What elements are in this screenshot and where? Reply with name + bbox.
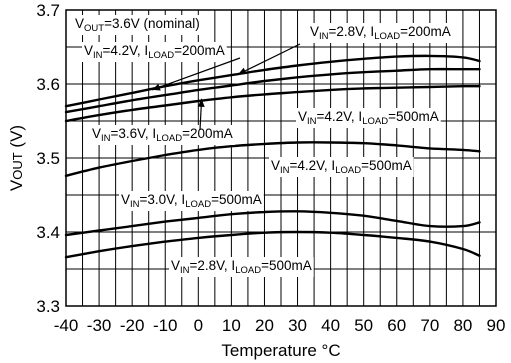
y-tick-label: 3.4 xyxy=(36,223,60,242)
note-background xyxy=(73,15,202,35)
y-tick-label: 3.6 xyxy=(36,75,60,94)
arrowhead xyxy=(197,98,205,107)
series-label-background xyxy=(296,108,441,128)
x-tick-label: 80 xyxy=(453,316,472,335)
series-line-6 xyxy=(64,230,481,259)
series-line-5 xyxy=(64,210,481,237)
x-tick-label: 90 xyxy=(487,316,506,335)
y-tick-label: 3.3 xyxy=(36,297,60,316)
series-label-background xyxy=(119,191,264,211)
x-tick-label: 10 xyxy=(222,316,241,335)
series-label-background xyxy=(308,23,453,43)
y-tick-label: 3.5 xyxy=(36,149,60,168)
leader-line xyxy=(151,57,241,91)
x-tick-label: 40 xyxy=(321,316,340,335)
series-label-4: VIN=4.2V, ILOAD=500mA xyxy=(271,158,412,176)
x-tick-label: 60 xyxy=(387,316,406,335)
series-label-background xyxy=(82,42,227,62)
x-tick-label: -30 xyxy=(87,316,112,335)
x-tick-label: -10 xyxy=(153,316,178,335)
series-label-1: VIN=2.8V, ILOAD=200mA xyxy=(310,24,451,42)
series-label-2: VIN=4.2V, ILOAD=200mA xyxy=(84,43,225,61)
arrowhead xyxy=(152,83,161,91)
series-lines xyxy=(64,54,481,259)
nominal-voltage-note: VOUT=3.6V (nominal) xyxy=(75,16,200,34)
series-line-3 xyxy=(64,84,481,123)
series-label-3: VIN=3.6V, ILOAD=200mA xyxy=(92,126,233,144)
series-label-5: VIN=3.0V, ILOAD=500mA xyxy=(121,192,262,210)
series-labels: VIN=2.8V, ILOAD=200mA VIN=4.2V, ILOAD=200… xyxy=(82,23,453,277)
series-label-background xyxy=(169,257,314,277)
series-line-1 xyxy=(64,54,481,108)
series-label-6: VIN=2.8V, ILOAD=500mA xyxy=(171,258,312,276)
series-label-4: VIN=4.2V, ILOAD=500mA xyxy=(298,109,439,127)
x-axis-label: Temperature °C xyxy=(221,341,340,360)
x-tick-label: 50 xyxy=(354,316,373,335)
series-line-4 xyxy=(64,141,481,177)
tick-labels: -40 -30 -20 -10 0 10 20 30 40 50 60 70 80 90 3.3 3.4 3.5… xyxy=(36,1,505,335)
series-line-2 xyxy=(64,67,481,114)
x-tick-label: -20 xyxy=(120,316,145,335)
plot-frame xyxy=(65,9,497,307)
x-tick-label: 30 xyxy=(288,316,307,335)
series-label-background xyxy=(90,125,235,145)
x-tick-label: 20 xyxy=(255,316,274,335)
y-axis-label: VOUT (V) xyxy=(7,125,26,191)
leader-line xyxy=(237,43,301,75)
arrowhead xyxy=(238,67,247,75)
series-label-background xyxy=(269,157,414,177)
x-tick-label: -40 xyxy=(54,316,79,335)
x-tick-label: 0 xyxy=(194,316,203,335)
y-tick-label: 3.7 xyxy=(36,1,60,20)
x-tick-label: 70 xyxy=(420,316,439,335)
